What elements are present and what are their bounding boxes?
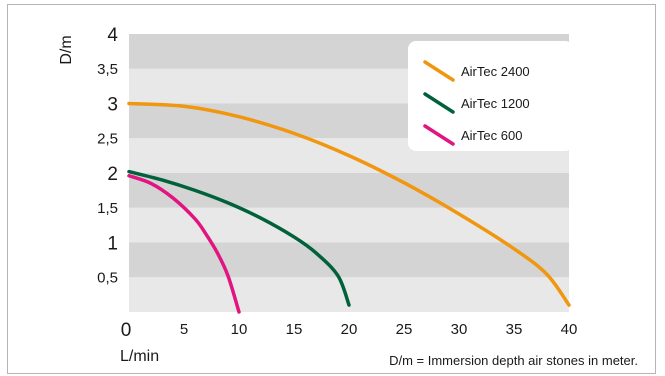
series-line	[127, 101, 571, 307]
grid-band	[129, 207, 569, 243]
y-tick-label: 2,5	[97, 130, 118, 147]
depth-flow-chart: 0,511,522,533,540 5 10 15 20 25 30 35 40 D/m L/…	[58, 25, 638, 368]
x-tick-label: 15	[286, 321, 303, 338]
y-tick-label: 3,5	[97, 61, 118, 78]
grid-band	[129, 242, 569, 278]
x-tick-labels: 5 10 15 20 25 30 35 40	[180, 321, 578, 338]
footnote: D/m = Immersion depth air stones in mete…	[389, 353, 638, 368]
legend-swatch	[423, 60, 455, 82]
legend-label: AirTec 600	[461, 128, 522, 143]
legend-label: AirTec 1200	[461, 96, 530, 111]
x-tick-label: 25	[396, 321, 413, 338]
legend-swatch	[423, 92, 455, 114]
legend-label: AirTec 2400	[461, 64, 530, 79]
series-line	[127, 169, 351, 307]
x-tick-label: 30	[451, 321, 468, 338]
series-curves	[127, 101, 571, 314]
legend-swatch	[423, 124, 455, 146]
y-tick-label: 0,5	[97, 269, 118, 286]
chart-frame: 0,5 1 1,5 2 2,5 3 3,5 4 0 5 10 15 20 25 30 35 40 D/m L/…	[7, 4, 656, 374]
x-tick-label: 20	[341, 321, 358, 338]
y-tick-label: 2	[107, 164, 118, 185]
x-tick-label: 35	[506, 321, 523, 338]
y-tick-label: 3	[107, 95, 118, 116]
y-axis-label: D/m	[58, 35, 75, 64]
y-tick-label: 1,5	[97, 200, 118, 217]
x-axis-label: L/min	[120, 348, 159, 365]
y-tick-label: 4	[107, 25, 118, 46]
legend: AirTec 2400 AirTec 1200 AirTec 600	[408, 41, 573, 151]
x-tick-label: 5	[180, 321, 188, 338]
y-tick-label: 1	[107, 234, 118, 255]
y-tick-label: 0	[121, 320, 132, 341]
x-tick-label: 40	[561, 321, 578, 338]
grid-band	[129, 173, 569, 208]
y-tick-labels: 0,5 1 1,5 2 2,5 3 3,5 4 0	[97, 25, 131, 341]
x-tick-label: 10	[231, 321, 248, 338]
series-line	[127, 174, 241, 314]
legend-box	[408, 41, 573, 151]
